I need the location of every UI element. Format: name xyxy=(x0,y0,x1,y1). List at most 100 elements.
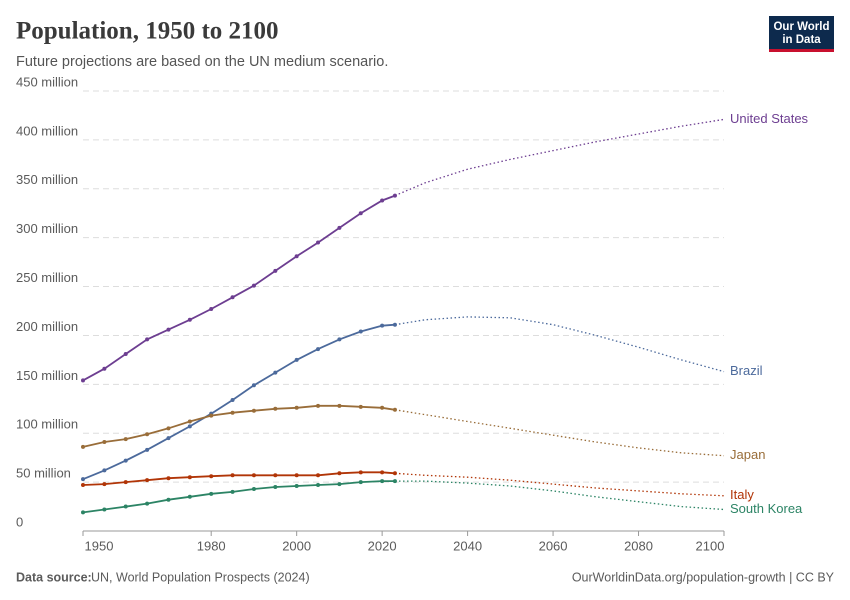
data-point xyxy=(123,437,128,442)
data-point xyxy=(123,458,128,463)
data-point xyxy=(81,444,85,449)
data-point xyxy=(102,507,107,512)
data-point xyxy=(337,225,342,230)
data-point xyxy=(145,337,150,342)
data-point xyxy=(187,424,192,429)
data-point xyxy=(380,405,385,410)
data-point xyxy=(230,473,235,478)
data-point xyxy=(166,436,171,441)
data-point xyxy=(316,473,321,478)
data-point xyxy=(102,440,107,445)
chart-subtitle: Future projections are based on the UN m… xyxy=(16,54,388,70)
projection-line xyxy=(395,480,725,511)
data-point xyxy=(316,403,321,408)
data-point xyxy=(209,307,214,312)
data-point xyxy=(358,329,363,334)
data-point xyxy=(209,491,214,496)
data-point xyxy=(392,471,397,476)
data-point xyxy=(380,470,385,475)
data-point xyxy=(230,489,235,494)
data-point xyxy=(316,240,321,245)
data-point xyxy=(123,352,128,357)
logo-text: Our World xyxy=(773,21,829,33)
data-point xyxy=(273,406,278,411)
data-point xyxy=(380,323,385,328)
logo-text: in Data xyxy=(782,34,821,46)
data-point xyxy=(251,408,256,413)
logo[interactable] xyxy=(769,16,834,52)
data-point xyxy=(358,404,363,409)
data-point xyxy=(166,476,171,481)
footer-link[interactable]: OurWorldinData.org/population-growth | C… xyxy=(572,570,835,584)
data-point xyxy=(358,480,363,485)
chart-title: Population, 1950 to 2100 xyxy=(16,18,279,45)
data-point xyxy=(187,494,192,499)
x-tick-label: 1980 xyxy=(197,538,226,553)
data-point xyxy=(294,473,299,478)
data-point xyxy=(187,419,192,424)
x-tick-label: 2100 xyxy=(696,538,725,553)
x-tick-label: 2000 xyxy=(282,538,311,553)
x-tick-label: 2040 xyxy=(453,538,482,553)
series-line xyxy=(82,471,396,486)
data-point xyxy=(187,475,192,480)
data-point xyxy=(123,480,128,485)
data-point xyxy=(316,483,321,488)
source: UN, World Population Prospects (2024) xyxy=(91,570,310,584)
x-tick-label: 2060 xyxy=(539,538,568,553)
data-point xyxy=(337,403,342,408)
data-point xyxy=(145,432,150,437)
data-point xyxy=(294,405,299,410)
data-point xyxy=(358,211,363,216)
data-point xyxy=(273,268,278,273)
data-point xyxy=(187,317,192,322)
y-tick-label: 100 million xyxy=(16,417,78,432)
data-point xyxy=(81,483,85,488)
projection-line xyxy=(394,118,725,197)
y-tick-label: 350 million xyxy=(16,172,78,187)
y-tick-label: 400 million xyxy=(16,123,78,138)
data-point xyxy=(392,407,397,412)
data-point xyxy=(145,447,150,452)
data-point xyxy=(230,410,235,415)
data-point xyxy=(294,484,299,489)
data-point xyxy=(166,327,171,332)
projection-line xyxy=(394,316,725,373)
data-point xyxy=(209,413,214,418)
x-tick-label: 2080 xyxy=(624,538,653,553)
series-label: Japan xyxy=(730,447,765,462)
series-label: Brazil xyxy=(730,363,763,378)
data-point xyxy=(380,198,385,203)
data-point xyxy=(145,478,150,483)
series-label: United States xyxy=(730,111,809,126)
data-point xyxy=(230,397,235,402)
x-tick-label: 2020 xyxy=(368,538,397,553)
projection-line xyxy=(394,472,725,497)
data-point xyxy=(273,473,278,478)
data-point xyxy=(337,337,342,342)
data-point xyxy=(294,357,299,362)
y-tick-label: 250 million xyxy=(16,270,78,285)
data-point xyxy=(358,470,363,475)
data-point xyxy=(294,254,299,259)
data-point xyxy=(123,504,128,509)
data-point xyxy=(230,295,235,300)
data-point xyxy=(316,347,321,352)
data-point xyxy=(166,426,171,431)
data-point xyxy=(251,283,256,288)
data-point xyxy=(81,477,85,482)
series-line xyxy=(82,323,396,481)
data-point xyxy=(81,378,85,383)
y-tick-label: 0 xyxy=(16,514,23,529)
data-point xyxy=(102,482,107,487)
y-tick-label: 200 million xyxy=(16,319,78,334)
data-point xyxy=(380,479,385,484)
data-point xyxy=(251,383,256,388)
x-tick-label: 1950 xyxy=(85,538,114,553)
data-point xyxy=(251,486,256,491)
series-line xyxy=(82,404,396,448)
data-point xyxy=(102,468,107,473)
y-tick-label: 450 million xyxy=(16,74,78,89)
data-point xyxy=(392,322,397,327)
